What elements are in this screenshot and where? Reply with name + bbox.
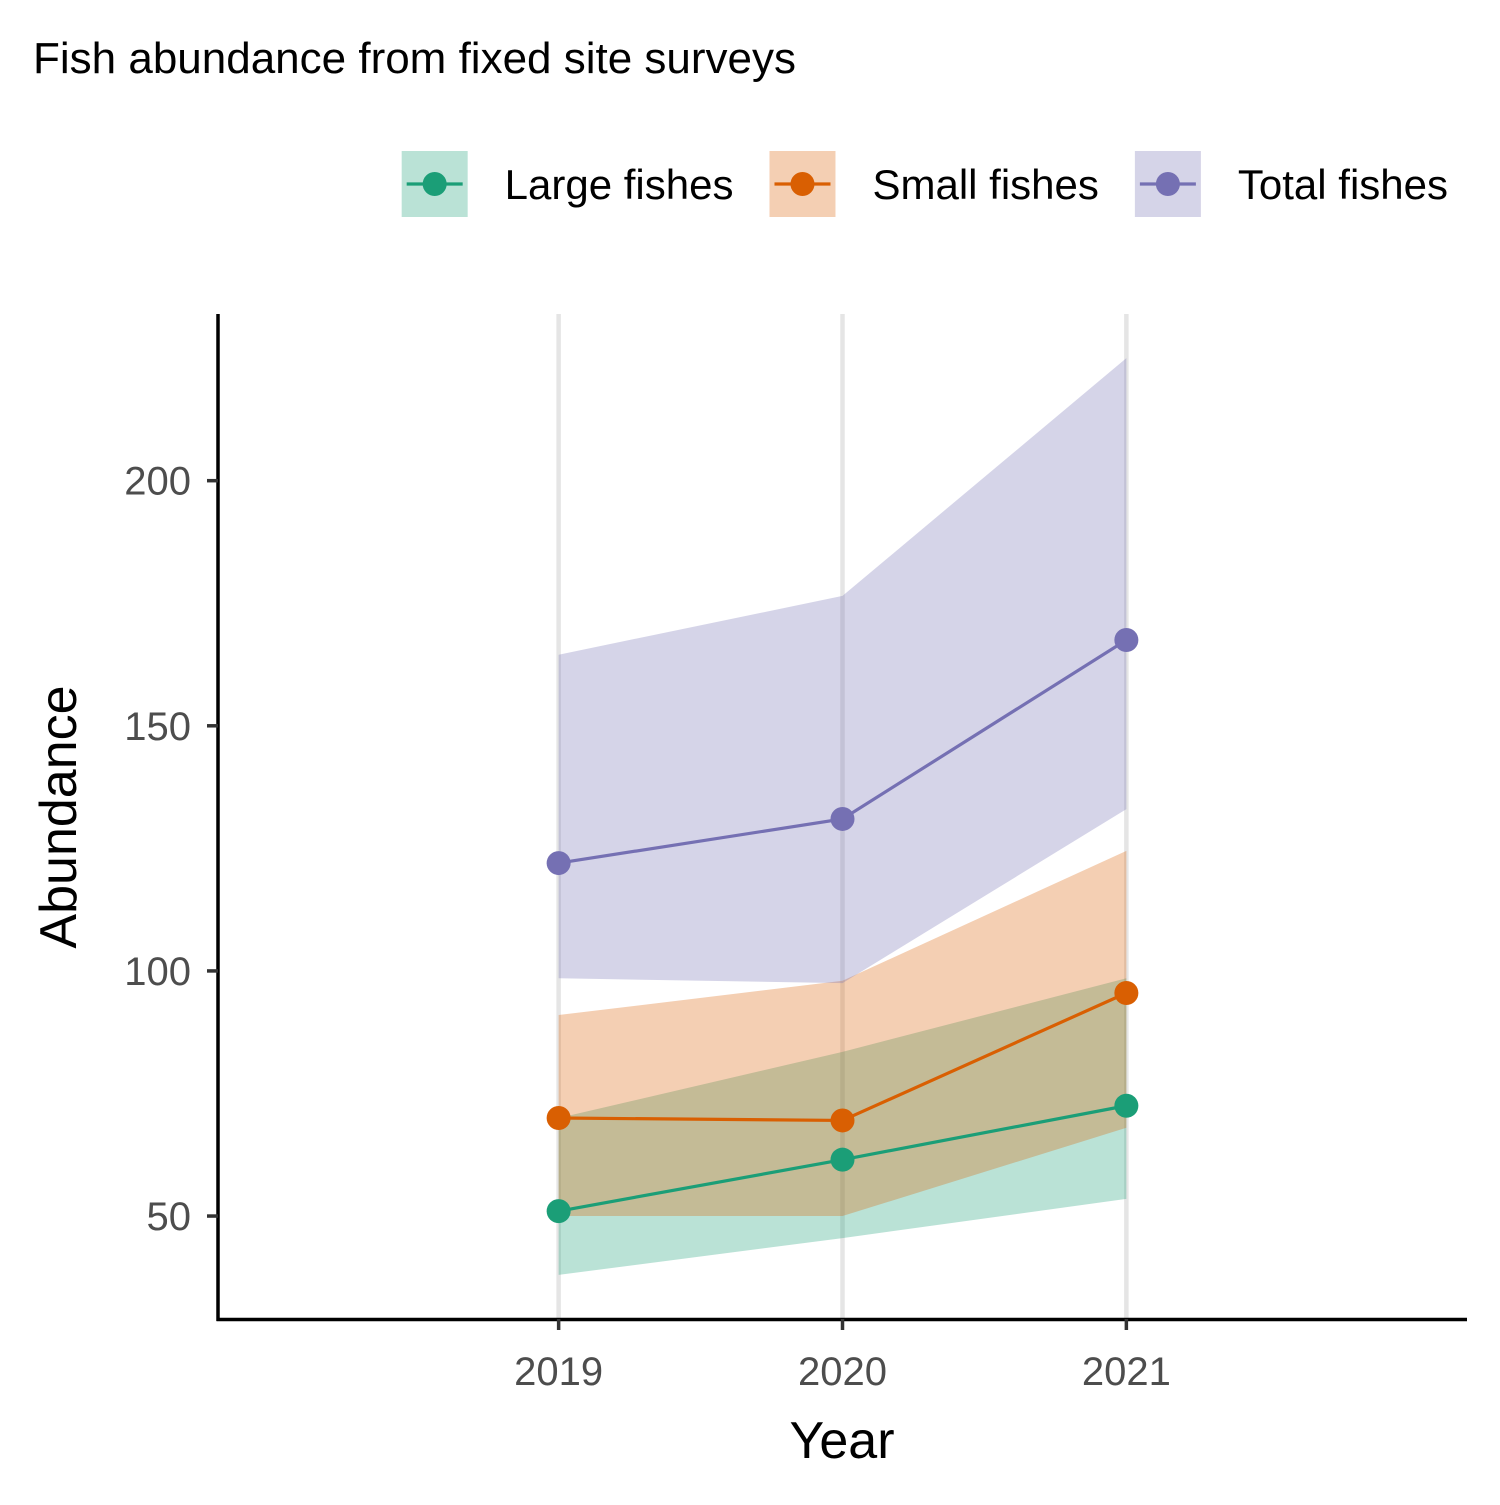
x-tick-label-2019: 2019 (514, 1350, 603, 1394)
y-tick-label-200: 200 (124, 460, 191, 504)
chart-title: Fish abundance from fixed site surveys (33, 34, 796, 83)
legend-item-small-fishes: Small fishes (769, 151, 1099, 217)
x-tick-label-2020: 2020 (798, 1350, 887, 1394)
point-total-fishes-2019 (546, 851, 571, 876)
series-points (546, 628, 1139, 1224)
legend-label-small-fishes: Small fishes (872, 161, 1098, 208)
point-small-fishes-2019 (546, 1106, 571, 1130)
point-total-fishes-2020 (830, 806, 855, 831)
ribbon-total-fishes (558, 358, 1127, 984)
y-tick-label-150: 150 (124, 705, 191, 749)
point-small-fishes-2021 (1114, 980, 1139, 1005)
point-large-fishes-2021 (1114, 1093, 1139, 1118)
legend-item-total-fishes: Total fishes (1134, 151, 1448, 217)
point-small-fishes-2020 (830, 1108, 855, 1133)
legend-key-point-total-fishes (1155, 172, 1180, 196)
legend-label-total-fishes: Total fishes (1238, 161, 1448, 208)
ribbon-small-fishes (558, 850, 1127, 1217)
confidence-ribbons (558, 358, 1127, 1275)
legend-item-large-fishes: Large fishes (401, 151, 734, 217)
legend-key-point-large-fishes (422, 172, 447, 196)
x-ticks: 2019 2020 2021 (514, 1319, 1171, 1394)
y-axis-title: Abundance (30, 685, 88, 948)
y-tick-label-100: 100 (124, 950, 191, 994)
y-tick-label-50: 50 (147, 1195, 192, 1239)
legend: Large fishes Small fishes Total fishes (401, 151, 1448, 217)
legend-key-point-small-fishes (790, 172, 815, 196)
point-large-fishes-2020 (830, 1147, 855, 1172)
x-tick-label-2021: 2021 (1082, 1350, 1171, 1394)
legend-label-large-fishes: Large fishes (505, 161, 734, 208)
y-ticks: 50 100 150 200 (124, 460, 218, 1239)
x-axis-title: Year (789, 1412, 894, 1470)
point-large-fishes-2019 (546, 1199, 571, 1224)
point-total-fishes-2021 (1114, 628, 1139, 653)
